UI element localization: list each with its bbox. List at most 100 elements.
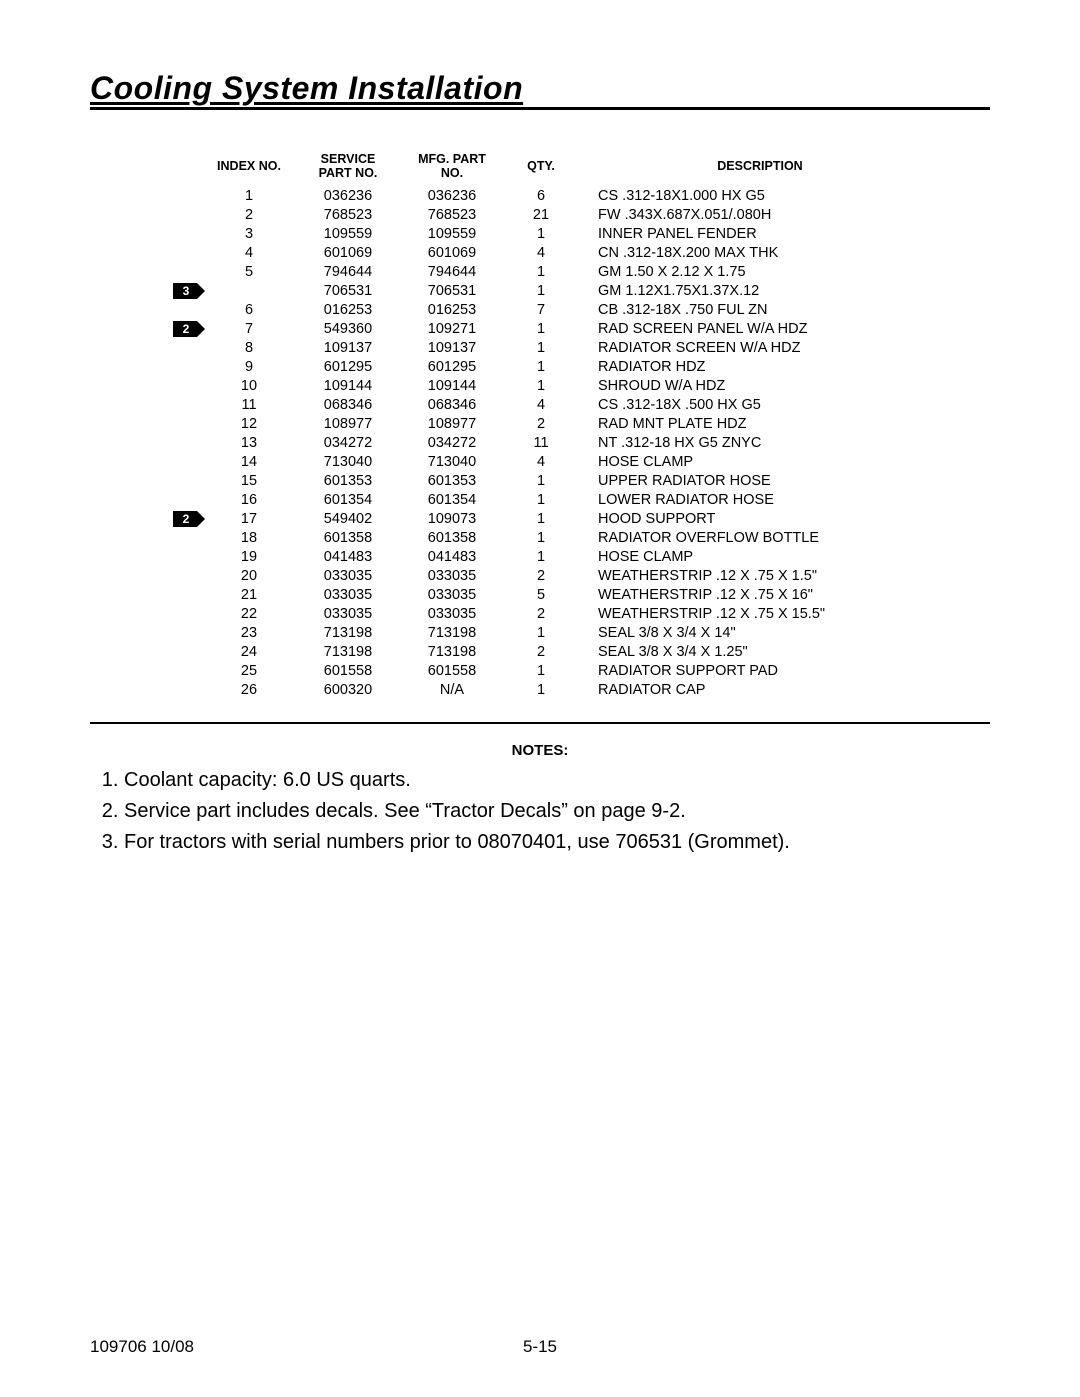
cell-qty: 1: [504, 358, 578, 377]
cell-mfg-part: 109559: [400, 225, 504, 244]
cell-tag: 2: [170, 320, 202, 339]
cell-qty: 1: [504, 339, 578, 358]
cell-description: RAD MNT PLATE HDZ: [578, 415, 930, 434]
th-tag: [170, 150, 202, 187]
cell-mfg-part: 036236: [400, 187, 504, 206]
table-header: INDEX NO. SERVICE PART NO. MFG. PART NO.…: [170, 150, 930, 187]
table-row: 110683460683464CS .312-18X .500 HX G5: [170, 396, 930, 415]
table-row: 57946447946441GM 1.50 X 2.12 X 1.75: [170, 263, 930, 282]
th-index: INDEX NO.: [202, 150, 296, 187]
cell-service-part: 109137: [296, 339, 400, 358]
cell-tag: [170, 263, 202, 282]
cell-tag: [170, 453, 202, 472]
cell-tag: [170, 358, 202, 377]
cell-tag: [170, 548, 202, 567]
footer-center: 5-15: [90, 1337, 990, 1357]
cell-qty: 1: [504, 662, 578, 681]
cell-description: CS .312-18X .500 HX G5: [578, 396, 930, 415]
cell-description: RADIATOR OVERFLOW BOTTLE: [578, 529, 930, 548]
table-row: 156013536013531UPPER RADIATOR HOSE: [170, 472, 930, 491]
table-row: 96012956012951RADIATOR HDZ: [170, 358, 930, 377]
cell-index: 26: [202, 681, 296, 700]
cell-description: LOWER RADIATOR HOSE: [578, 491, 930, 510]
cell-index: 9: [202, 358, 296, 377]
cell-mfg-part: 794644: [400, 263, 504, 282]
page-footer: 109706 10/08 5-15: [90, 1337, 990, 1357]
cell-qty: 4: [504, 453, 578, 472]
cell-description: CN .312-18X.200 MAX THK: [578, 244, 930, 263]
cell-mfg-part: 713040: [400, 453, 504, 472]
cell-qty: 1: [504, 491, 578, 510]
cell-service-part: 706531: [296, 282, 400, 301]
cell-index: 24: [202, 643, 296, 662]
cell-index: 5: [202, 263, 296, 282]
cell-qty: 4: [504, 244, 578, 263]
table-row: 247131987131982SEAL 3/8 X 3/4 X 1.25": [170, 643, 930, 662]
note-item: Service part includes decals. See “Tract…: [124, 798, 990, 825]
page-title: Cooling System Installation: [90, 70, 523, 106]
th-service: SERVICE PART NO.: [296, 150, 400, 187]
table-row: 1303427203427211NT .312-18 HX G5 ZNYC: [170, 434, 930, 453]
note-tag-icon: 2: [173, 511, 197, 527]
cell-index: 22: [202, 605, 296, 624]
cell-mfg-part: 109144: [400, 377, 504, 396]
th-service-l1: SERVICE: [321, 152, 376, 166]
table-row: 256015586015581RADIATOR SUPPORT PAD: [170, 662, 930, 681]
cell-service-part: 768523: [296, 206, 400, 225]
cell-tag: [170, 377, 202, 396]
cell-qty: 1: [504, 510, 578, 529]
cell-mfg-part: 601069: [400, 244, 504, 263]
cell-mfg-part: 706531: [400, 282, 504, 301]
cell-description: HOOD SUPPORT: [578, 510, 930, 529]
cell-description: RAD SCREEN PANEL W/A HDZ: [578, 320, 930, 339]
cell-tag: [170, 396, 202, 415]
cell-service-part: 109559: [296, 225, 400, 244]
cell-mfg-part: 601358: [400, 529, 504, 548]
cell-qty: 1: [504, 377, 578, 396]
th-description: DESCRIPTION: [578, 150, 930, 187]
cell-description: SEAL 3/8 X 3/4 X 1.25": [578, 643, 930, 662]
cell-mfg-part: 068346: [400, 396, 504, 415]
cell-tag: [170, 415, 202, 434]
cell-tag: [170, 662, 202, 681]
cell-index: 18: [202, 529, 296, 548]
cell-tag: [170, 225, 202, 244]
cell-service-part: 033035: [296, 586, 400, 605]
cell-service-part: 713198: [296, 624, 400, 643]
note-item: Coolant capacity: 6.0 US quarts.: [124, 767, 990, 794]
cell-tag: [170, 643, 202, 662]
cell-tag: [170, 206, 202, 225]
table-row: 10362360362366CS .312-18X1.000 HX G5: [170, 187, 930, 206]
cell-service-part: 549360: [296, 320, 400, 339]
cell-service-part: 601069: [296, 244, 400, 263]
cell-qty: 1: [504, 529, 578, 548]
table-row: 186013586013581RADIATOR OVERFLOW BOTTLE: [170, 529, 930, 548]
cell-description: WEATHERSTRIP .12 X .75 X 1.5": [578, 567, 930, 586]
cell-mfg-part: 768523: [400, 206, 504, 225]
notes-header: NOTES:: [90, 742, 990, 759]
cell-service-part: 016253: [296, 301, 400, 320]
cell-service-part: 041483: [296, 548, 400, 567]
cell-index: 7: [202, 320, 296, 339]
cell-description: FW .343X.687X.051/.080H: [578, 206, 930, 225]
table-row: 31095591095591INNER PANEL FENDER: [170, 225, 930, 244]
cell-mfg-part: 034272: [400, 434, 504, 453]
cell-tag: [170, 434, 202, 453]
cell-description: RADIATOR HDZ: [578, 358, 930, 377]
cell-description: NT .312-18 HX G5 ZNYC: [578, 434, 930, 453]
cell-description: SEAL 3/8 X 3/4 X 14": [578, 624, 930, 643]
cell-index: 1: [202, 187, 296, 206]
th-mfg-l1: MFG. PART: [418, 152, 486, 166]
th-service-l2: PART NO.: [319, 166, 378, 180]
cell-tag: [170, 681, 202, 700]
table-row: 200330350330352WEATHERSTRIP .12 X .75 X …: [170, 567, 930, 586]
table-row: 147130407130404HOSE CLAMP: [170, 453, 930, 472]
notes-list: Coolant capacity: 6.0 US quarts. Service …: [98, 767, 990, 856]
cell-qty: 1: [504, 624, 578, 643]
cell-tag: [170, 472, 202, 491]
cell-index: 10: [202, 377, 296, 396]
cell-service-part: 794644: [296, 263, 400, 282]
cell-index: 13: [202, 434, 296, 453]
cell-mfg-part: 033035: [400, 567, 504, 586]
cell-index: 15: [202, 472, 296, 491]
